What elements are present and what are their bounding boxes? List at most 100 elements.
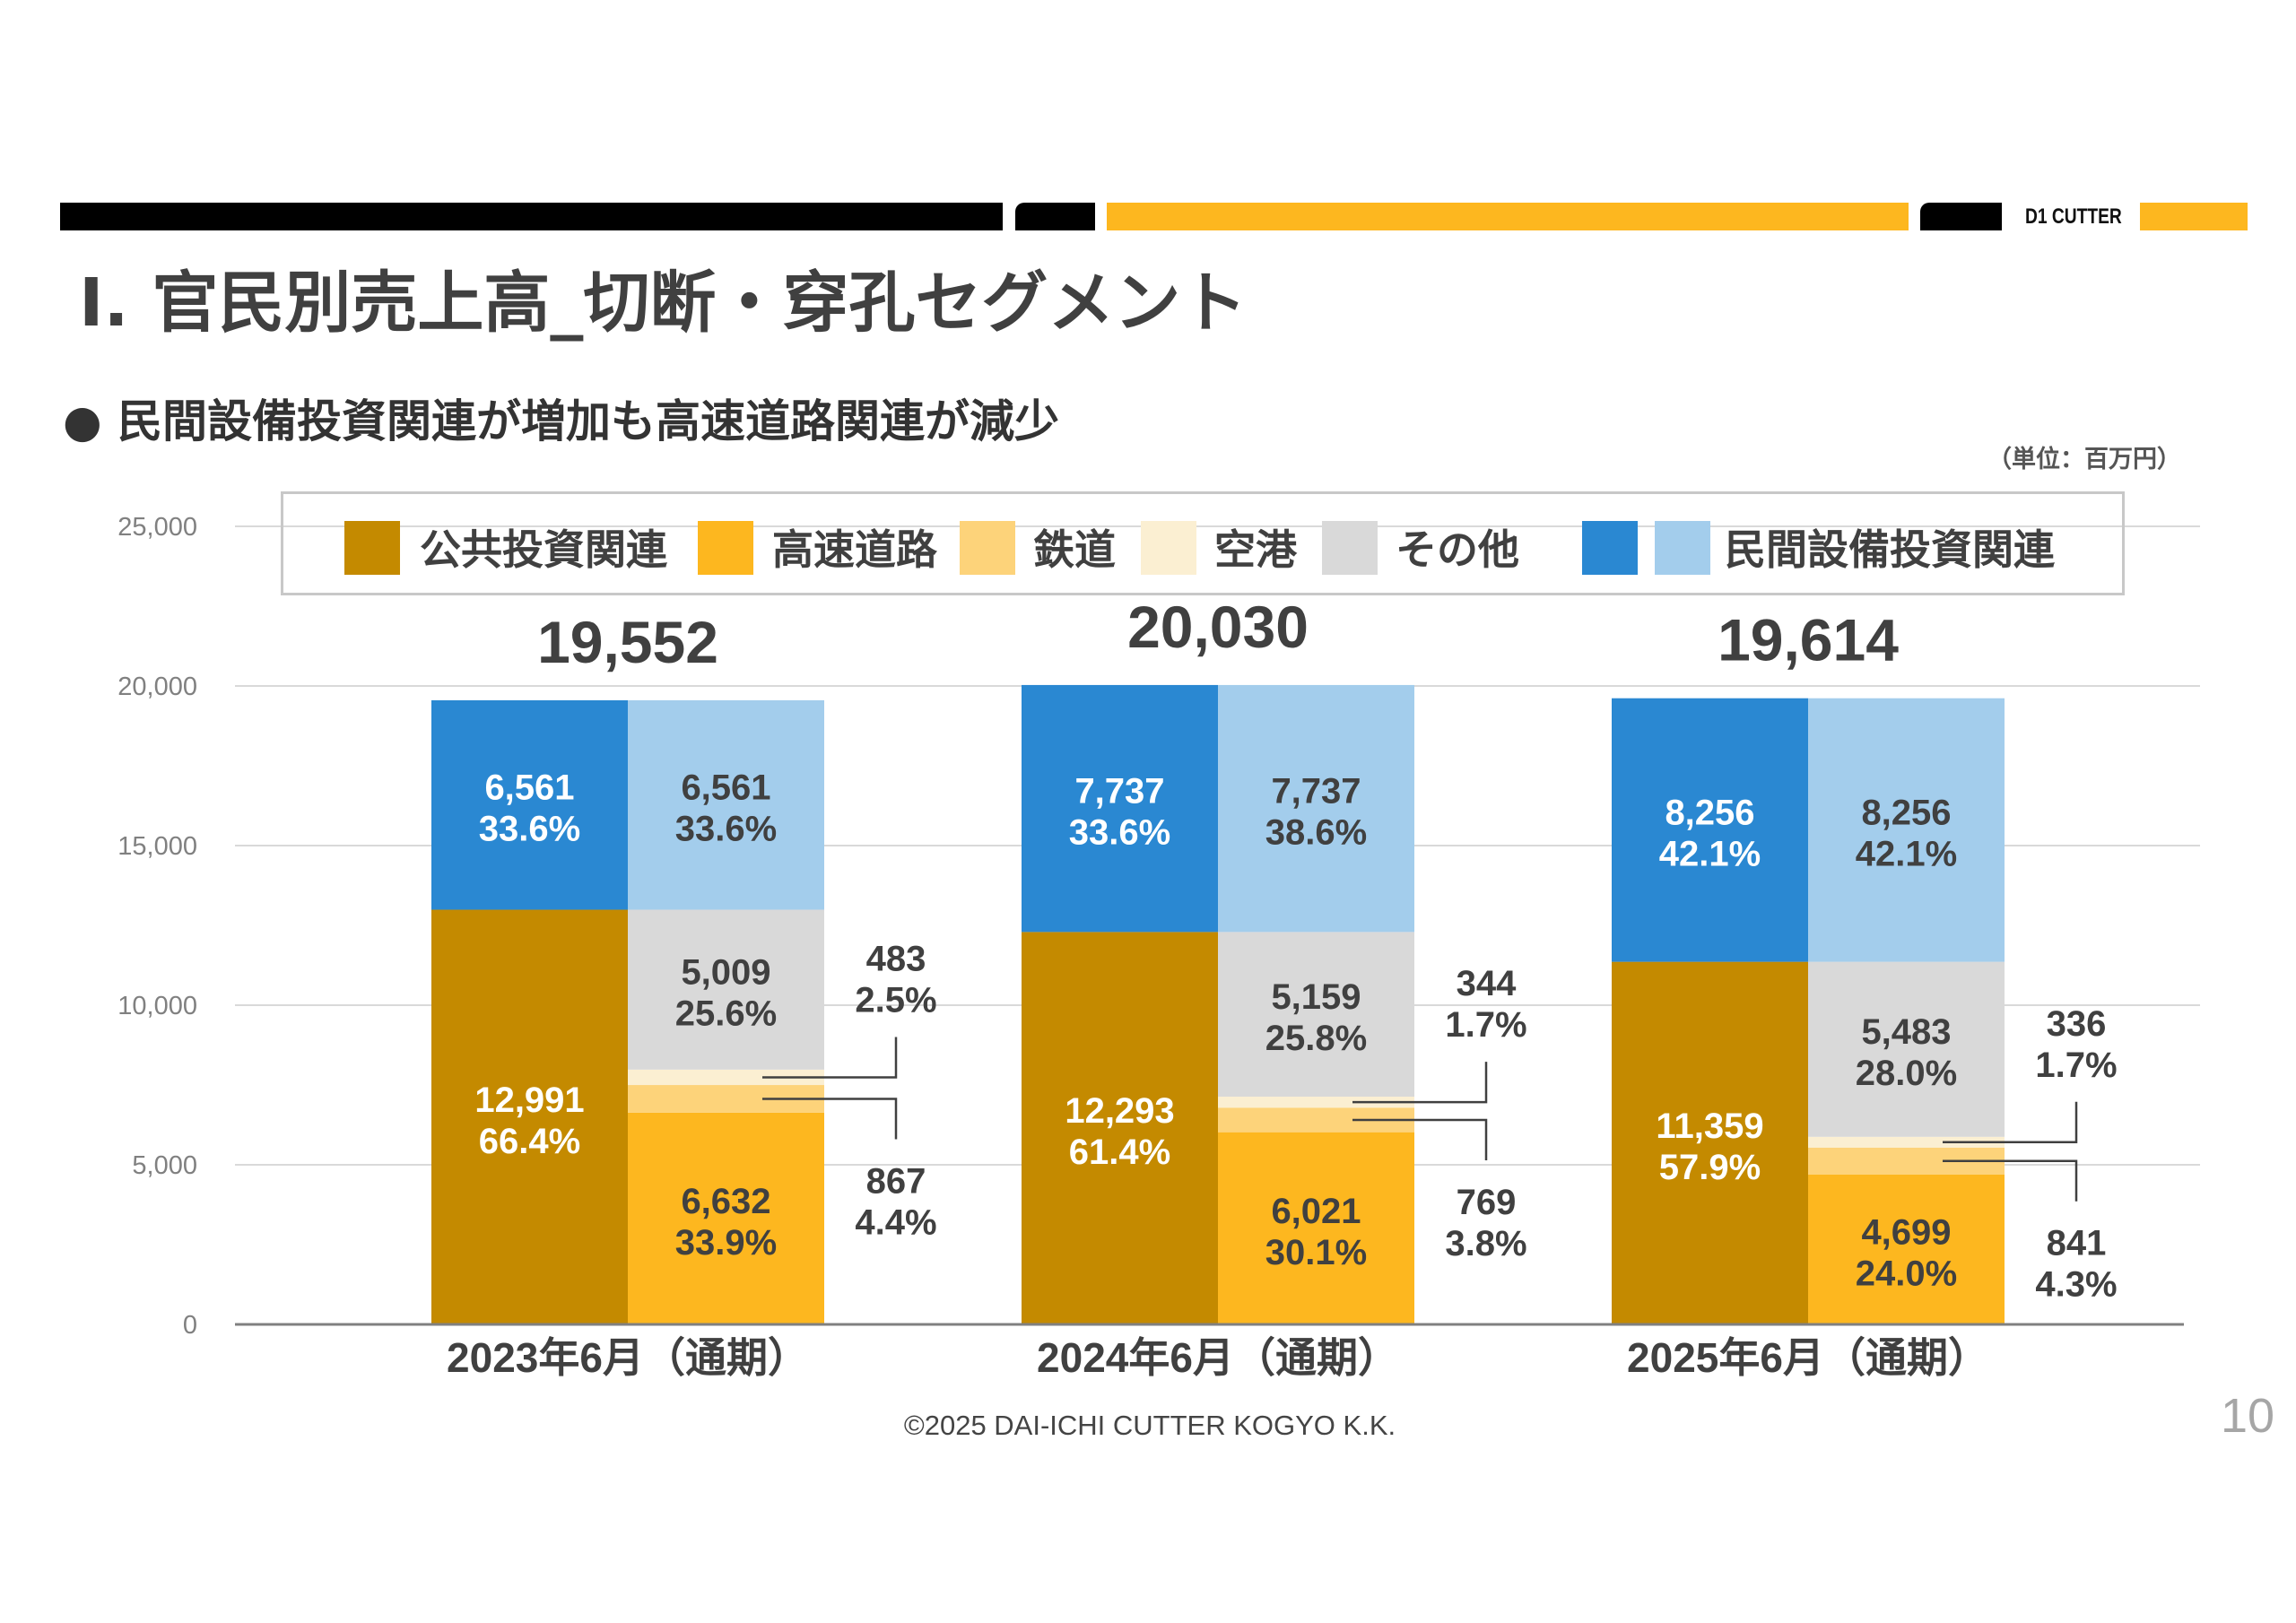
bar-percent-label: 33.6% bbox=[675, 810, 777, 849]
legend-label-airport: 空港 bbox=[1214, 525, 1297, 574]
header-bar-yellow-right bbox=[2140, 203, 2248, 230]
bar-value-label: 5,159 bbox=[1271, 977, 1361, 1017]
bar-value-label: 5,009 bbox=[681, 953, 770, 993]
page-subtitle: ● 民間設備投資関連が増加も高速道路関連が減少 bbox=[63, 395, 1060, 447]
y-tick-label: 20,000 bbox=[117, 673, 197, 701]
bar-total-label: 19,614 bbox=[1718, 607, 1899, 673]
callout-line bbox=[762, 1037, 898, 1079]
bar-value-label: 5,483 bbox=[1861, 1012, 1951, 1052]
bar-percent-label: 25.8% bbox=[1265, 1019, 1367, 1058]
bar-value-label: 6,561 bbox=[484, 768, 574, 808]
y-tick-label: 15,000 bbox=[117, 832, 197, 861]
bar-value-label: 7,737 bbox=[1074, 772, 1164, 812]
legend-label-private: 民間設備投資関連 bbox=[1725, 525, 2055, 574]
callout-value-label: 336 bbox=[2047, 1004, 2107, 1044]
bar-segment bbox=[431, 699, 628, 910]
bar-percent-label: 38.6% bbox=[1265, 813, 1367, 853]
callout-line bbox=[1352, 1062, 1488, 1104]
chart-legend: 公共投資関連 高速道路 鉄道 空港 その他 民間設備投資関連 bbox=[281, 491, 2125, 595]
bar-percent-label: 30.1% bbox=[1265, 1233, 1367, 1272]
bar-percent-label: 33.6% bbox=[1069, 813, 1170, 853]
bar-segment bbox=[628, 909, 824, 1070]
bar-percent-label: 42.1% bbox=[1856, 835, 1957, 874]
callout-line bbox=[1943, 1101, 2078, 1144]
legend-swatch-railway bbox=[960, 521, 1015, 575]
bar-percent-label: 33.9% bbox=[675, 1223, 777, 1263]
y-tick-label: 5,000 bbox=[132, 1151, 197, 1180]
bar-segment bbox=[1612, 961, 1808, 1324]
page-number: 10 bbox=[2221, 1389, 2275, 1443]
header-bar-black-right bbox=[1920, 203, 2002, 230]
legend-label-expressway: 高速道路 bbox=[772, 525, 937, 574]
legend-swatch-other bbox=[1322, 521, 1378, 575]
bar-segment bbox=[1808, 698, 2005, 962]
brand-logo-text: D1 CUTTER bbox=[2025, 204, 2122, 229]
bar-percent-label: 25.6% bbox=[675, 994, 777, 1034]
y-tick-label: 25,000 bbox=[117, 513, 197, 542]
legend-swatch-public bbox=[344, 521, 400, 575]
bar-value-label: 8,256 bbox=[1861, 794, 1951, 833]
header-bar-black-short bbox=[1015, 203, 1095, 230]
bar-value-label: 6,632 bbox=[681, 1182, 770, 1221]
callout-line bbox=[1943, 1159, 2078, 1202]
bar-segment bbox=[1808, 1136, 2005, 1148]
bar-total-label: 20,030 bbox=[1127, 594, 1309, 660]
copyright: ©2025 DAI-ICHI CUTTER KOGYO K.K. bbox=[903, 1410, 1396, 1441]
callout-line bbox=[762, 1098, 898, 1140]
legend-label-public: 公共投資関連 bbox=[420, 525, 667, 574]
legend-swatch-private-light bbox=[1655, 521, 1710, 575]
header-bar-black bbox=[60, 203, 1003, 230]
callout-percent-label: 3.8% bbox=[1445, 1224, 1526, 1263]
page-title: Ⅰ. 官民別売上高_切断・穿孔セグメント bbox=[79, 265, 1248, 342]
bar-segment bbox=[1218, 1097, 1414, 1108]
bar-percent-label: 24.0% bbox=[1856, 1254, 1957, 1293]
x-category-label: 2023年6月（通期） bbox=[447, 1334, 809, 1381]
bar-value-label: 12,293 bbox=[1065, 1091, 1174, 1131]
callout-value-label: 841 bbox=[2047, 1224, 2107, 1263]
bar-value-label: 7,737 bbox=[1271, 772, 1361, 812]
bar-percent-label: 57.9% bbox=[1659, 1148, 1761, 1187]
unit-label: （単位：百万円） bbox=[1987, 446, 2181, 473]
bar-segment bbox=[628, 1069, 824, 1086]
bar-value-label: 8,256 bbox=[1665, 794, 1754, 833]
legend-label-railway: 鉄道 bbox=[1033, 525, 1116, 574]
bar-percent-label: 28.0% bbox=[1856, 1054, 1957, 1093]
callout-line bbox=[1352, 1118, 1488, 1160]
bar-segment bbox=[1218, 684, 1414, 933]
legend-swatch-private-dark bbox=[1582, 521, 1638, 575]
bar-segment bbox=[628, 1112, 824, 1324]
bar-total-label: 19,552 bbox=[537, 609, 718, 675]
bar-percent-label: 61.4% bbox=[1069, 1133, 1170, 1172]
bar-segment bbox=[431, 909, 628, 1324]
callout-percent-label: 4.4% bbox=[855, 1202, 936, 1242]
y-tick-label: 0 bbox=[183, 1311, 197, 1340]
bar-percent-label: 42.1% bbox=[1659, 835, 1761, 874]
callout-percent-label: 4.3% bbox=[2035, 1265, 2117, 1305]
callout-value-label: 867 bbox=[866, 1161, 926, 1201]
x-category-label: 2024年6月（通期） bbox=[1037, 1334, 1399, 1381]
callout-percent-label: 1.7% bbox=[1445, 1005, 1526, 1045]
callout-value-label: 483 bbox=[866, 939, 926, 978]
bar-value-label: 4,699 bbox=[1861, 1212, 1951, 1252]
bar-segment bbox=[1022, 932, 1218, 1324]
bar-percent-label: 33.6% bbox=[479, 810, 580, 849]
bar-value-label: 6,561 bbox=[681, 768, 770, 808]
bar-segment bbox=[1612, 698, 1808, 962]
bar-value-label: 6,021 bbox=[1271, 1192, 1361, 1231]
bar-segment bbox=[1808, 1174, 2005, 1324]
bar-segment bbox=[1808, 961, 2005, 1137]
bar-percent-label: 66.4% bbox=[479, 1122, 580, 1161]
bar-value-label: 12,991 bbox=[474, 1081, 584, 1120]
bar-segment bbox=[1218, 932, 1414, 1098]
bar-segment bbox=[628, 699, 824, 910]
header-bar-yellow bbox=[1107, 203, 1909, 230]
legend-swatch-airport bbox=[1141, 521, 1196, 575]
callout-value-label: 344 bbox=[1457, 964, 1517, 1003]
legend-swatch-expressway bbox=[698, 521, 753, 575]
legend-label-other: その他 bbox=[1396, 525, 1519, 574]
callout-percent-label: 1.7% bbox=[2035, 1046, 2117, 1085]
x-category-label: 2025年6月（通期） bbox=[1627, 1334, 1989, 1381]
bar-segment bbox=[1218, 1132, 1414, 1324]
callout-value-label: 769 bbox=[1457, 1183, 1517, 1222]
